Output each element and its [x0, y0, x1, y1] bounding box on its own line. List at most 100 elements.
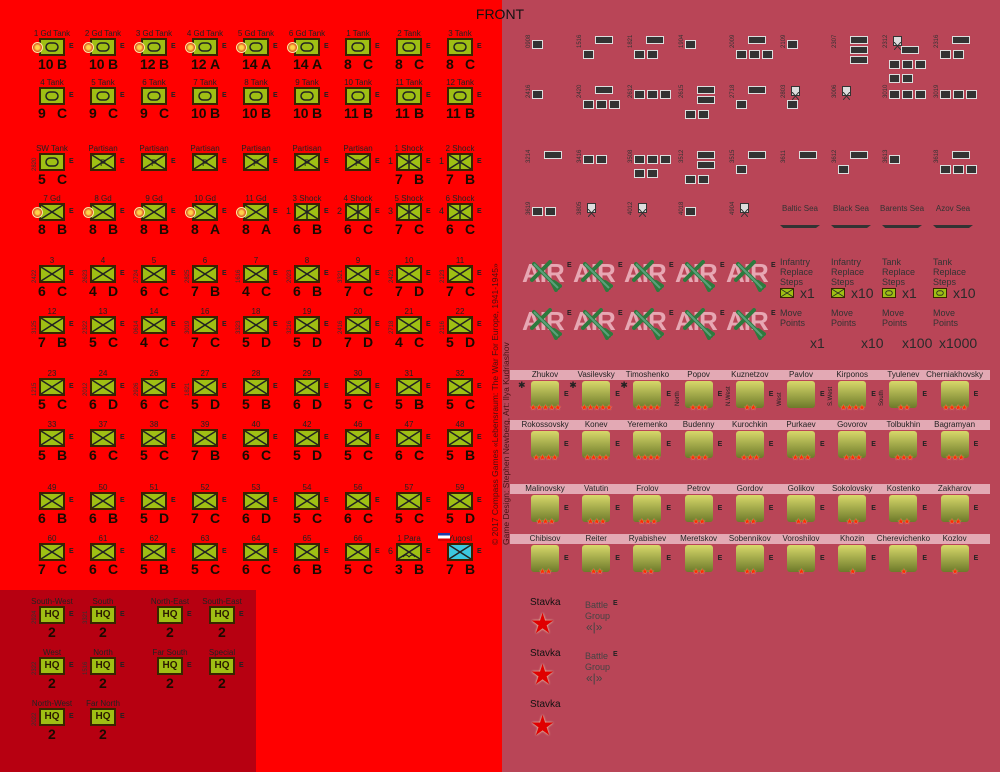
unit-counter[interactable]: [39, 153, 65, 171]
unit-counter[interactable]: [396, 492, 422, 510]
hq-counter[interactable]: HQ: [39, 657, 65, 675]
hq-counter[interactable]: HQ: [157, 606, 183, 624]
general-portrait[interactable]: [582, 431, 611, 458]
unit-counter[interactable]: [90, 87, 116, 105]
air-unit-counter[interactable]: AIRE: [573, 306, 623, 356]
replace-marker[interactable]: [882, 288, 896, 298]
unit-counter[interactable]: [447, 38, 473, 56]
general-portrait[interactable]: [889, 381, 918, 408]
hq-counter[interactable]: HQ: [90, 708, 116, 726]
unit-counter[interactable]: [345, 265, 371, 283]
unit-counter[interactable]: [345, 203, 371, 221]
unit-counter[interactable]: [294, 87, 320, 105]
unit-counter[interactable]: [396, 38, 422, 56]
general-portrait[interactable]: [582, 495, 611, 522]
general-portrait[interactable]: [787, 431, 815, 458]
unit-counter[interactable]: [345, 316, 371, 334]
unit-counter[interactable]: [192, 316, 218, 334]
unit-counter[interactable]: [447, 153, 473, 171]
air-unit-counter[interactable]: AIRE: [522, 258, 572, 308]
unit-counter[interactable]: [141, 492, 167, 510]
unit-counter[interactable]: [90, 203, 116, 221]
unit-counter[interactable]: [294, 429, 320, 447]
general-portrait[interactable]: [633, 381, 662, 408]
general-portrait[interactable]: [531, 381, 559, 408]
hq-counter[interactable]: HQ: [209, 657, 235, 675]
unit-counter[interactable]: [90, 378, 116, 396]
general-portrait[interactable]: [787, 495, 815, 522]
unit-counter[interactable]: [294, 543, 320, 561]
general-portrait[interactable]: [531, 545, 559, 572]
general-portrait[interactable]: [735, 545, 764, 572]
unit-counter[interactable]: P: [141, 153, 167, 171]
unit-counter[interactable]: [192, 543, 218, 561]
general-portrait[interactable]: [838, 545, 867, 572]
air-unit-counter[interactable]: AIRE: [573, 258, 623, 308]
unit-counter[interactable]: [243, 492, 269, 510]
stavka-star-icon[interactable]: ★: [530, 659, 556, 690]
hq-counter[interactable]: HQ: [90, 606, 116, 624]
unit-counter[interactable]: [141, 543, 167, 561]
general-portrait[interactable]: [838, 381, 867, 408]
unit-counter[interactable]: [243, 316, 269, 334]
unit-counter[interactable]: P: [294, 153, 320, 171]
unit-counter[interactable]: [39, 203, 65, 221]
general-portrait[interactable]: [633, 431, 662, 458]
general-portrait[interactable]: [787, 381, 815, 408]
unit-counter[interactable]: P: [243, 153, 269, 171]
unit-counter[interactable]: [141, 265, 167, 283]
general-portrait[interactable]: [684, 381, 713, 408]
unit-counter[interactable]: [192, 265, 218, 283]
hq-counter[interactable]: HQ: [90, 657, 116, 675]
unit-counter[interactable]: [243, 429, 269, 447]
unit-counter[interactable]: [39, 429, 65, 447]
unit-counter[interactable]: [192, 378, 218, 396]
unit-counter[interactable]: [192, 429, 218, 447]
air-unit-counter[interactable]: AIRE: [726, 306, 776, 356]
unit-counter[interactable]: [396, 543, 422, 561]
air-unit-counter[interactable]: AIRE: [726, 258, 776, 308]
general-portrait[interactable]: [633, 545, 662, 572]
unit-counter[interactable]: [396, 265, 422, 283]
general-portrait[interactable]: [684, 545, 713, 572]
unit-counter[interactable]: [396, 316, 422, 334]
unit-counter[interactable]: P: [90, 153, 116, 171]
unit-counter[interactable]: [345, 378, 371, 396]
air-unit-counter[interactable]: AIRE: [624, 306, 674, 356]
general-portrait[interactable]: [735, 495, 764, 522]
general-portrait[interactable]: [735, 381, 764, 408]
unit-counter[interactable]: [90, 429, 116, 447]
unit-counter[interactable]: [243, 265, 269, 283]
general-portrait[interactable]: [838, 431, 867, 458]
general-portrait[interactable]: [582, 545, 611, 572]
general-portrait[interactable]: [838, 495, 867, 522]
air-unit-counter[interactable]: AIRE: [675, 258, 725, 308]
unit-counter[interactable]: [447, 203, 473, 221]
unit-counter[interactable]: [90, 492, 116, 510]
stavka-star-icon[interactable]: ★: [530, 608, 556, 639]
unit-counter[interactable]: [447, 543, 473, 561]
unit-counter[interactable]: [447, 492, 473, 510]
general-portrait[interactable]: [889, 495, 918, 522]
unit-counter[interactable]: [294, 492, 320, 510]
unit-counter[interactable]: [192, 87, 218, 105]
unit-counter[interactable]: [396, 378, 422, 396]
unit-counter[interactable]: [447, 265, 473, 283]
unit-counter[interactable]: [447, 87, 473, 105]
unit-counter[interactable]: [192, 492, 218, 510]
hq-counter[interactable]: HQ: [39, 708, 65, 726]
general-portrait[interactable]: [735, 431, 764, 458]
unit-counter[interactable]: [141, 378, 167, 396]
unit-counter[interactable]: [90, 543, 116, 561]
unit-counter[interactable]: [294, 265, 320, 283]
unit-counter[interactable]: [141, 316, 167, 334]
general-portrait[interactable]: [684, 495, 713, 522]
unit-counter[interactable]: [396, 87, 422, 105]
unit-counter[interactable]: [345, 543, 371, 561]
replace-marker[interactable]: [831, 288, 845, 298]
unit-counter[interactable]: [141, 203, 167, 221]
general-portrait[interactable]: [889, 431, 918, 458]
unit-counter[interactable]: [243, 203, 269, 221]
unit-counter[interactable]: [345, 87, 371, 105]
general-portrait[interactable]: [940, 495, 969, 522]
